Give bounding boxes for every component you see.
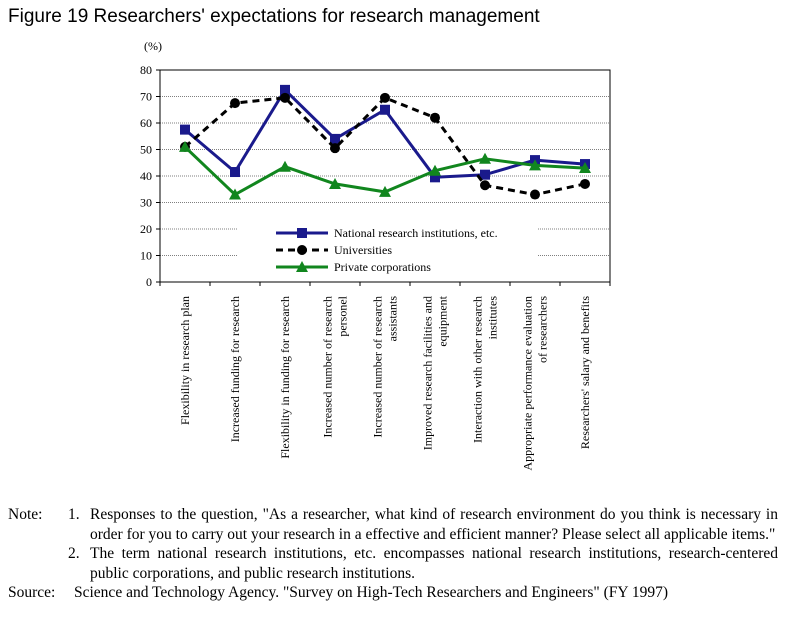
data-point-triangle xyxy=(179,140,191,152)
data-point-circle xyxy=(280,92,290,103)
x-category-label: Researchers' salary and benefits xyxy=(578,296,592,449)
x-category-label: Increased funding for research xyxy=(228,296,242,442)
data-point-square xyxy=(180,124,190,135)
x-category-label: Flexibility in funding for research xyxy=(278,296,292,459)
data-point-square xyxy=(430,172,440,183)
y-tick-label: 0 xyxy=(146,275,152,289)
data-point-circle xyxy=(480,180,490,191)
data-point-square xyxy=(330,133,340,144)
note-2-number: 2. xyxy=(68,545,80,562)
y-axis-label: (%) xyxy=(144,39,162,53)
x-category-label: institutes xyxy=(486,296,500,340)
x-category-label: Increased number of research xyxy=(371,296,385,438)
data-point-square xyxy=(230,167,240,178)
data-point-triangle xyxy=(296,261,308,272)
y-tick-label: 60 xyxy=(140,116,152,130)
note-label: Note: xyxy=(8,506,43,523)
data-point-circle xyxy=(580,178,590,189)
x-category-label: equipment xyxy=(436,295,450,346)
x-category-label: personel xyxy=(336,295,350,336)
source-text: Science and Technology Agency. "Survey o… xyxy=(74,584,669,601)
note-1-number: 1. xyxy=(68,506,80,523)
note-1-text: Responses to the question, "As a researc… xyxy=(90,506,778,543)
notes-section: Note: 1. Responses to the question, "As … xyxy=(8,505,778,603)
y-tick-label: 40 xyxy=(140,169,152,183)
data-point-square xyxy=(380,104,390,115)
y-tick-label: 30 xyxy=(140,196,152,210)
data-point-triangle xyxy=(329,177,341,189)
y-tick-label: 50 xyxy=(140,143,152,157)
source-line: Source: Science and Technology Agency. "… xyxy=(8,583,778,603)
x-category-label: Increased number of research xyxy=(321,296,335,438)
data-point-triangle xyxy=(279,160,291,172)
data-point-circle xyxy=(380,92,390,103)
data-point-triangle xyxy=(429,164,441,176)
source-label: Source: xyxy=(8,584,56,601)
x-category-label: assistants xyxy=(386,296,400,342)
x-category-label: of researchers xyxy=(536,296,550,363)
x-category-label: Flexibility in research plan xyxy=(178,296,192,425)
data-point-triangle xyxy=(579,162,591,174)
legend-label: National research institutions, etc. xyxy=(334,226,498,240)
data-point-triangle xyxy=(229,188,241,200)
y-tick-label: 10 xyxy=(140,249,152,263)
legend-label: Universities xyxy=(334,243,392,257)
y-tick-label: 70 xyxy=(140,90,152,104)
figure-title: Figure 19 Researchers' expectations for … xyxy=(8,6,540,27)
line-chart: 0 10 20 30 40 50 60 70 80 (%) Flexibility in resea… xyxy=(140,39,611,471)
x-category-label: Interaction with other research xyxy=(471,296,485,443)
y-tick-label: 80 xyxy=(140,63,152,77)
data-point-circle xyxy=(230,98,240,109)
data-point-triangle xyxy=(479,152,491,164)
note-1: Note: 1. Responses to the question, "As … xyxy=(8,505,778,544)
data-point-square xyxy=(280,84,290,95)
data-point-triangle xyxy=(529,159,541,171)
y-tick-label: 20 xyxy=(140,222,152,236)
data-point-square xyxy=(297,228,307,238)
data-point-triangle xyxy=(379,185,391,197)
legend-label: Private corporations xyxy=(334,260,431,274)
data-point-circle xyxy=(297,245,307,255)
x-category-label: Improved research facilities and xyxy=(421,296,435,450)
data-point-circle xyxy=(530,189,540,200)
note-2-text: The term national research institutions,… xyxy=(90,545,778,582)
x-category-label: Appropriate performance evaluation xyxy=(521,296,535,471)
data-point-circle xyxy=(330,143,340,154)
data-point-circle xyxy=(430,112,440,123)
data-point-square xyxy=(480,169,490,180)
note-2: 2. The term national research institutio… xyxy=(8,544,778,583)
